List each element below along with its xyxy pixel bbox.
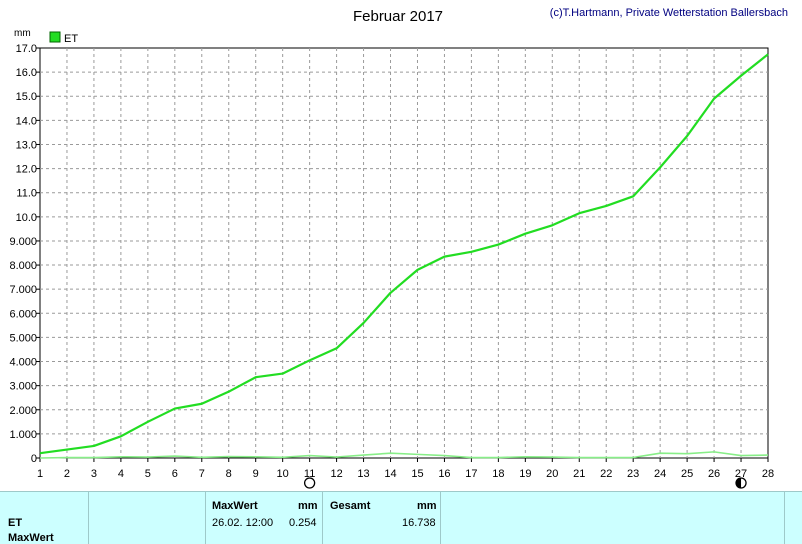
max-value: 0.254 <box>289 517 317 529</box>
panel-scroll-edge <box>785 492 802 544</box>
y-tick-label: 15.0 <box>16 91 37 103</box>
row-label-maxwert: MaxWert <box>8 532 54 544</box>
x-tick-label: 25 <box>681 468 693 480</box>
x-tick-label: 27 <box>735 468 747 480</box>
y-tick-label: 11.0 <box>16 188 37 200</box>
x-tick-label: 3 <box>91 468 97 480</box>
y-tick-label: 16.0 <box>16 67 37 79</box>
x-tick-label: 24 <box>654 468 666 480</box>
gesamt-unit: mm <box>417 500 437 512</box>
y-axis-unit: mm <box>14 28 31 39</box>
y-tick-label: 10.0 <box>16 212 37 224</box>
x-tick-label: 15 <box>411 468 423 480</box>
panel-cell-maxwert <box>206 492 323 544</box>
open-circle-marker <box>303 477 316 489</box>
y-tick-label: 9.000 <box>9 236 37 248</box>
panel-cell-gesamt <box>323 492 441 544</box>
y-tick-label: 1.000 <box>9 429 37 441</box>
series-line-daily-et <box>39 451 769 459</box>
series-line-et <box>39 53 769 455</box>
row-label-et: ET <box>8 517 23 529</box>
y-tick-label: 6.000 <box>9 308 37 320</box>
x-tick-label: 20 <box>546 468 558 480</box>
legend-swatch-et <box>49 31 61 43</box>
panel-cell-rest <box>441 492 785 544</box>
max-time: 26.02. 12:00 <box>212 517 274 529</box>
x-tick-label: 28 <box>762 468 774 480</box>
x-tick-label: 21 <box>573 468 585 480</box>
summary-panel: MaxWert mm Gesamt mm ET 26.02. 12:00 0.2… <box>0 491 802 544</box>
maxwert-unit: mm <box>298 500 318 512</box>
y-tick-label: 2.000 <box>9 405 37 417</box>
x-tick-label: 5 <box>145 468 151 480</box>
x-tick-label: 11 <box>304 468 315 480</box>
x-tick-label: 12 <box>330 468 342 480</box>
x-tick-label: 8 <box>226 468 232 480</box>
y-tick-label: 12.0 <box>16 164 37 176</box>
x-tick-label: 1 <box>37 468 43 480</box>
x-tick-label: 18 <box>492 468 504 480</box>
x-tick-label: 17 <box>465 468 477 480</box>
y-tick-label: 13.0 <box>16 139 37 151</box>
y-tick-label: 4.000 <box>9 357 37 369</box>
x-tick-label: 23 <box>627 468 639 480</box>
x-tick-label: 9 <box>253 468 259 480</box>
panel-cell-label <box>0 492 89 544</box>
plot-area <box>39 47 769 459</box>
chart-title: Februar 2017 <box>353 8 443 25</box>
legend-label-et: ET <box>64 33 78 45</box>
y-tick-label: 5.000 <box>9 332 37 344</box>
maxwert-header: MaxWert <box>212 500 258 512</box>
x-tick-label: 26 <box>708 468 720 480</box>
x-tick-label: 10 <box>277 468 289 480</box>
x-tick-label: 19 <box>519 468 531 480</box>
x-tick-label: 16 <box>438 468 450 480</box>
total-value: 16.738 <box>402 517 436 529</box>
x-tick-label: 6 <box>172 468 178 480</box>
y-tick-label: 14.0 <box>16 115 37 127</box>
x-tick-label: 7 <box>199 468 205 480</box>
x-tick-label: 13 <box>357 468 369 480</box>
filled-circle-half <box>736 478 742 488</box>
y-tick-label: 3.000 <box>9 381 37 393</box>
x-tick-label: 2 <box>64 468 70 480</box>
y-tick-label: 7.000 <box>9 284 37 296</box>
x-tick-label: 14 <box>384 468 396 480</box>
copyright-note: (c)T.Hartmann, Private Wetterstation Bal… <box>550 7 788 19</box>
y-tick-label: 0 <box>31 453 37 465</box>
x-tick-label: 22 <box>600 468 612 480</box>
y-tick-label: 17.0 <box>16 43 37 55</box>
y-tick-label: 8.000 <box>9 260 37 272</box>
panel-cell-empty <box>89 492 206 544</box>
x-tick-label: 4 <box>118 468 124 480</box>
gesamt-header: Gesamt <box>330 500 371 512</box>
et-chart: Februar 2017 (c)T.Hartmann, Private Wett… <box>9 7 788 489</box>
